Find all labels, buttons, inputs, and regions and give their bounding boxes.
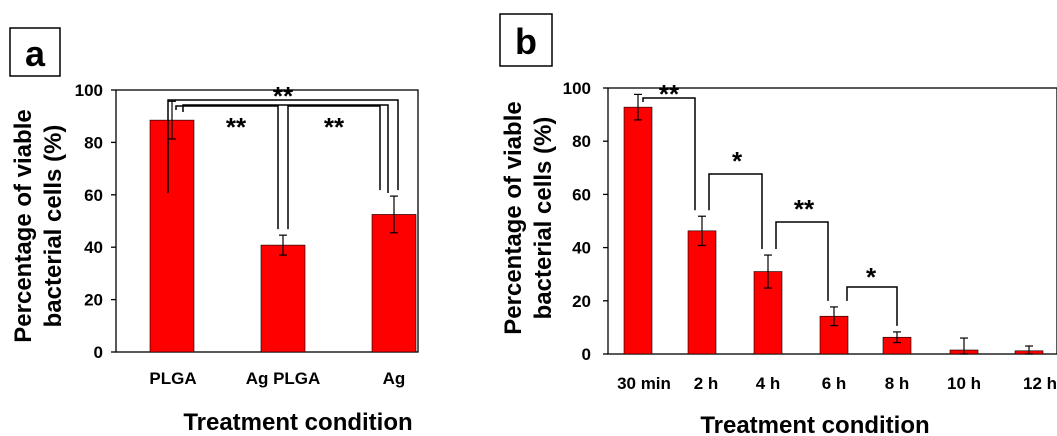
panel-a-ytick-label: 20 xyxy=(84,291,103,310)
panel-b-significance-bracket xyxy=(642,97,696,211)
panel-b-category-label: 4 h xyxy=(756,374,781,393)
panel-a-category-label: Ag xyxy=(383,369,406,388)
panel-b-ytick-label: 0 xyxy=(582,345,591,364)
panel-a-bar xyxy=(149,119,195,353)
panel-a-ytick-label: 0 xyxy=(94,343,103,362)
panel-a-ytick-label: 60 xyxy=(84,186,103,205)
panel-a-xlabel: Treatment condition xyxy=(183,409,412,436)
panel-a-ylabel-line1: Percentage of viable xyxy=(10,109,37,342)
panel-a-category-label: PLGA xyxy=(149,369,196,388)
panel-a-letter: a xyxy=(25,33,46,74)
panel-b-category-label: 10 h xyxy=(947,374,981,393)
panel-a-significance-label: ** xyxy=(324,112,345,142)
panel-b-category-label: 8 h xyxy=(885,374,910,393)
panel-a-label: a xyxy=(9,27,61,77)
panel-b-significance-label: ** xyxy=(659,79,680,109)
panel-a-bar xyxy=(371,214,417,353)
panel-a-significance-bracket xyxy=(175,105,279,230)
panel-a-ytick-label: 80 xyxy=(84,133,103,152)
panel-a-category-label: Ag PLGA xyxy=(246,369,321,388)
panel-b-ytick-label: 40 xyxy=(572,239,591,258)
panel-a-significance-bracket xyxy=(287,105,381,230)
panel-b-significance-bracket xyxy=(846,286,898,326)
panel-a-significance-label: ** xyxy=(226,112,247,142)
panel-b-significance-label: * xyxy=(732,146,743,176)
panel-b-ytick-label: 60 xyxy=(572,185,591,204)
panel-b-significance-label: ** xyxy=(794,194,815,224)
panel-b-ylabel-line1: Percentage of viable xyxy=(500,101,527,334)
panel-b-ytick-label: 100 xyxy=(563,79,591,98)
panel-a-significance-bracket-inner xyxy=(182,104,389,193)
panel-b-significance-bracket xyxy=(708,173,763,250)
panel-b-ylabel-line2: bacterial cells (%) xyxy=(530,117,557,320)
panel-b-significance-bracket xyxy=(775,221,829,301)
panel-b-xlabel: Treatment condition xyxy=(700,412,929,436)
panel-a-bar xyxy=(260,244,306,353)
panel-b-category-label: 6 h xyxy=(822,374,847,393)
panel-a-significance-bracket xyxy=(167,99,399,193)
panel-b-category-label: 2 h xyxy=(694,374,719,393)
panel-b-ytick-label: 80 xyxy=(572,132,591,151)
panel-a-ytick-label: 100 xyxy=(75,81,103,100)
panel-a-ytick-label: 40 xyxy=(84,238,103,257)
panel-b-ytick-label: 20 xyxy=(572,292,591,311)
panel-b-category-label: 12 h xyxy=(1023,374,1057,393)
panel-a-ylabel-line2: bacterial cells (%) xyxy=(40,125,67,328)
panel-a-plot: 0 20 40 60 80 100 PLGA Ag PLGA Ag ** ** ** xyxy=(75,81,419,388)
panel-b-letter: b xyxy=(515,21,537,62)
panel-b-bar xyxy=(623,106,653,355)
panel-b-category-label: 30 min xyxy=(617,374,671,393)
panel-b-plot-frame xyxy=(607,87,1057,355)
panel-b-significance-label: * xyxy=(866,262,877,292)
panel-b-label: b xyxy=(499,13,553,67)
panel-a-significance-label: ** xyxy=(273,81,294,111)
panel-b-bar xyxy=(687,230,717,355)
